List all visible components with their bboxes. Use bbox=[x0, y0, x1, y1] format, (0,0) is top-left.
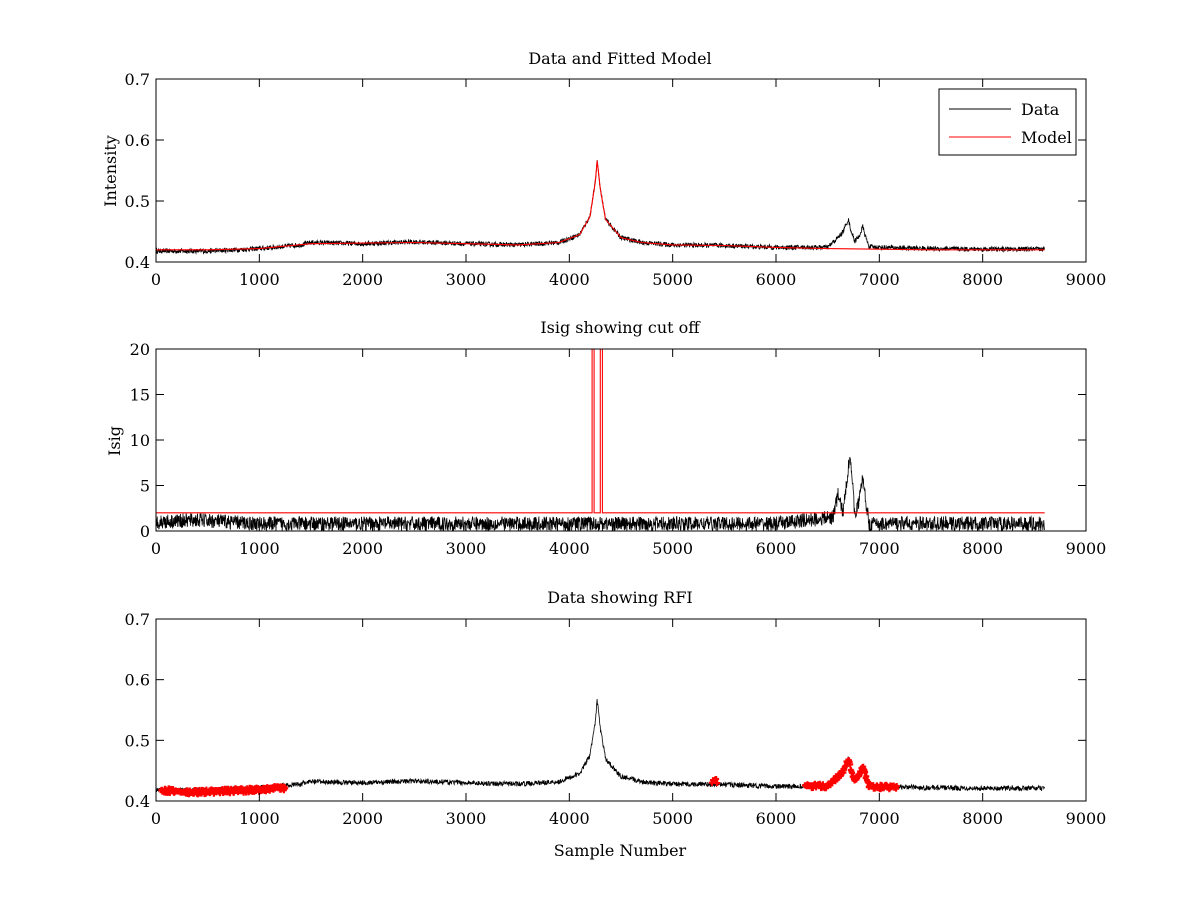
panel-2-series-group bbox=[156, 349, 1045, 531]
x-tick-label: 4000 bbox=[549, 270, 590, 289]
x-tick-label: 1000 bbox=[239, 809, 280, 828]
panel-3-series-group bbox=[156, 698, 1045, 798]
panel-2-ylabel: Isig bbox=[105, 426, 124, 456]
panel-2: Isig showing cut off Isig 0 1000 2000 3000 4… bbox=[105, 318, 1106, 558]
panel-1-axes-box bbox=[155, 78, 1087, 263]
y-tick-label: 0.5 bbox=[125, 731, 150, 750]
panel-3-title: Data showing RFI bbox=[547, 588, 692, 607]
panel-3-xlabel: Sample Number bbox=[554, 841, 687, 860]
series-2-line bbox=[156, 349, 1045, 514]
x-tick-label: 0 bbox=[151, 809, 161, 828]
y-tick-label: 10 bbox=[130, 431, 150, 450]
y-tick-label: 15 bbox=[130, 386, 150, 405]
x-tick-label: 4000 bbox=[549, 539, 590, 558]
x-tick-label: 9000 bbox=[1066, 539, 1107, 558]
y-tick-label: 0.4 bbox=[125, 253, 150, 272]
panel-1-plot: 0 1000 2000 3000 4000 5000 6000 7000 8000 9000 0.4… bbox=[125, 70, 1107, 289]
x-tick-label: 5000 bbox=[652, 270, 693, 289]
x-tick-label: 5000 bbox=[652, 809, 693, 828]
panel-3: Data showing RFI Sample Number 0 1000 2000… bbox=[125, 588, 1107, 860]
series-2-line bbox=[156, 160, 1045, 251]
x-tick-label: 0 bbox=[151, 270, 161, 289]
panel-3-plot: 0 1000 2000 3000 4000 5000 6000 7000 8000 9000 0.4… bbox=[125, 610, 1107, 828]
x-tick-label: 9000 bbox=[1066, 809, 1107, 828]
x-tick-label: 2000 bbox=[342, 270, 383, 289]
series-2-rfi-markers bbox=[158, 757, 900, 798]
panel-1-ylabel: Intensity bbox=[101, 135, 120, 207]
x-tick-label: 1000 bbox=[239, 270, 280, 289]
panel-1-title: Data and Fitted Model bbox=[528, 49, 711, 68]
x-tick-label: 7000 bbox=[859, 539, 900, 558]
x-tick-label: 6000 bbox=[756, 270, 797, 289]
y-tick-label: 0.7 bbox=[125, 610, 150, 629]
y-tick-label: 0 bbox=[140, 522, 150, 541]
series-1-line bbox=[156, 456, 1045, 531]
y-tick-label: 0.6 bbox=[125, 671, 150, 690]
x-tick-label: 3000 bbox=[446, 539, 487, 558]
y-tick-label: 0.6 bbox=[125, 131, 150, 150]
x-tick-label: 7000 bbox=[859, 270, 900, 289]
legend-label: Data bbox=[1021, 100, 1060, 119]
x-tick-label: 1000 bbox=[239, 539, 280, 558]
panel-2-title: Isig showing cut off bbox=[540, 318, 701, 337]
x-tick-label: 8000 bbox=[962, 539, 1003, 558]
x-tick-label: 8000 bbox=[962, 270, 1003, 289]
panel-1-series-group bbox=[156, 160, 1045, 255]
x-tick-label: 2000 bbox=[342, 809, 383, 828]
y-tick-label: 0.7 bbox=[125, 70, 150, 89]
y-tick-label: 0.5 bbox=[125, 192, 150, 211]
y-tick-label: 0.4 bbox=[125, 792, 150, 811]
x-tick-label: 0 bbox=[151, 539, 161, 558]
panel-3-axes-box bbox=[155, 618, 1087, 802]
x-tick-label: 9000 bbox=[1066, 270, 1107, 289]
x-tick-label: 7000 bbox=[859, 809, 900, 828]
x-tick-label: 5000 bbox=[652, 539, 693, 558]
x-tick-label: 6000 bbox=[756, 539, 797, 558]
x-tick-label: 8000 bbox=[962, 809, 1003, 828]
x-tick-label: 4000 bbox=[549, 809, 590, 828]
y-tick-label: 5 bbox=[140, 477, 150, 496]
panel-1: Data and Fitted Model Intensity 0 1000 200… bbox=[101, 49, 1106, 289]
x-tick-label: 2000 bbox=[342, 539, 383, 558]
x-tick-label: 3000 bbox=[446, 270, 487, 289]
y-tick-label: 20 bbox=[130, 340, 150, 359]
legend-label: Model bbox=[1021, 128, 1072, 147]
x-tick-label: 6000 bbox=[756, 809, 797, 828]
x-tick-label: 3000 bbox=[446, 809, 487, 828]
legend: Data Model bbox=[938, 88, 1077, 156]
panel-2-plot: 0 1000 2000 3000 4000 5000 6000 7000 8000 9000 0 5 1… bbox=[130, 340, 1107, 558]
legend-box bbox=[938, 88, 1077, 156]
